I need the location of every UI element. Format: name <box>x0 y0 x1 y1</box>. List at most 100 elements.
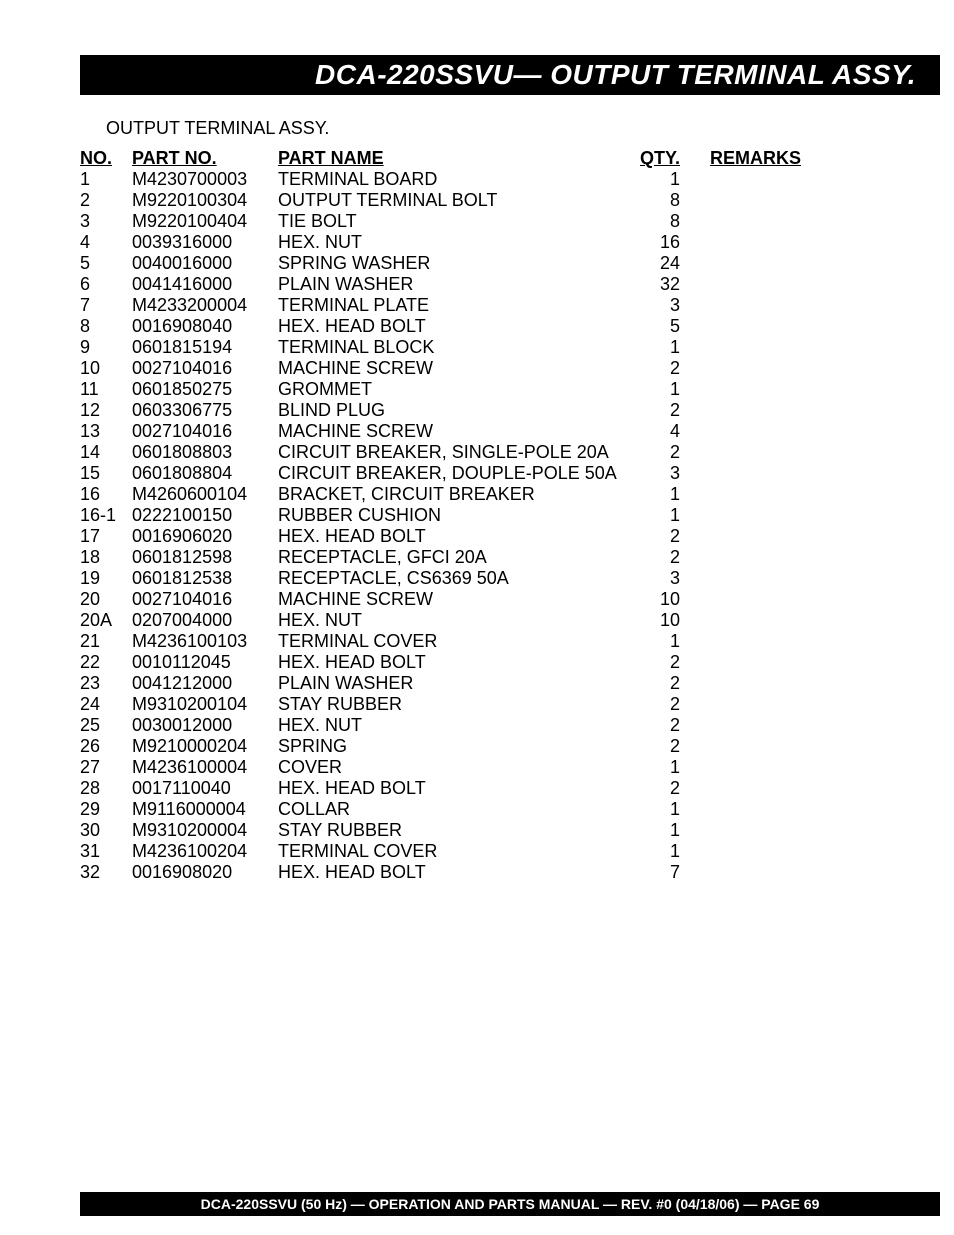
cell-no: 12 <box>80 400 132 421</box>
cell-no: 1 <box>80 169 132 190</box>
cell-no: 15 <box>80 463 132 484</box>
cell-name: TERMINAL BLOCK <box>278 337 638 358</box>
cell-qty: 2 <box>638 442 710 463</box>
section-title: OUTPUT TERMINAL ASSY. <box>106 118 329 139</box>
cell-qty: 4 <box>638 421 710 442</box>
cell-remarks <box>710 799 860 820</box>
cell-remarks <box>710 694 860 715</box>
cell-partno: M4233200004 <box>132 295 278 316</box>
table-row: 170016906020HEX. HEAD BOLT2 <box>80 526 860 547</box>
cell-no: 5 <box>80 253 132 274</box>
cell-no: 17 <box>80 526 132 547</box>
cell-no: 4 <box>80 232 132 253</box>
table-row: 60041416000PLAIN WASHER32 <box>80 274 860 295</box>
table-row: 190601812538RECEPTACLE, CS6369 50A3 <box>80 568 860 589</box>
cell-no: 2 <box>80 190 132 211</box>
cell-name: TIE BOLT <box>278 211 638 232</box>
cell-remarks <box>710 484 860 505</box>
cell-qty: 2 <box>638 526 710 547</box>
cell-qty: 1 <box>638 484 710 505</box>
cell-name: RUBBER CUSHION <box>278 505 638 526</box>
cell-no: 25 <box>80 715 132 736</box>
cell-name: HEX. HEAD BOLT <box>278 652 638 673</box>
table-row: 21M4236100103TERMINAL COVER1 <box>80 631 860 652</box>
cell-no: 16 <box>80 484 132 505</box>
cell-remarks <box>710 253 860 274</box>
cell-qty: 2 <box>638 358 710 379</box>
cell-partno: M9310200004 <box>132 820 278 841</box>
cell-remarks <box>710 505 860 526</box>
table-row: 320016908020HEX. HEAD BOLT7 <box>80 862 860 883</box>
cell-remarks <box>710 421 860 442</box>
footer-bar: DCA-220SSVU (50 Hz) — OPERATION AND PART… <box>80 1192 940 1216</box>
cell-partno: 0040016000 <box>132 253 278 274</box>
cell-partno: M4260600104 <box>132 484 278 505</box>
cell-name: SPRING <box>278 736 638 757</box>
table-row: 20A0207004000HEX. NUT10 <box>80 610 860 631</box>
cell-partno: 0207004000 <box>132 610 278 631</box>
cell-partno: 0601808803 <box>132 442 278 463</box>
cell-name: HEX. NUT <box>278 715 638 736</box>
cell-name: STAY RUBBER <box>278 820 638 841</box>
cell-name: COVER <box>278 757 638 778</box>
cell-no: 3 <box>80 211 132 232</box>
cell-no: 19 <box>80 568 132 589</box>
parts-table-wrap: NO. PART NO. PART NAME QTY. REMARKS 1 M42… <box>80 148 860 883</box>
cell-name: TERMINAL PLATE <box>278 295 638 316</box>
cell-no: 23 <box>80 673 132 694</box>
table-row: 24M9310200104STAY RUBBER2 <box>80 694 860 715</box>
cell-no: 29 <box>80 799 132 820</box>
table-header-row: NO. PART NO. PART NAME QTY. REMARKS <box>80 148 860 169</box>
table-row: 26M9210000204SPRING2 <box>80 736 860 757</box>
cell-name: HEX. NUT <box>278 610 638 631</box>
header-bar: DCA-220SSVU— OUTPUT TERMINAL ASSY. <box>80 55 940 95</box>
cell-partno: M4236100004 <box>132 757 278 778</box>
cell-no: 16-1 <box>80 505 132 526</box>
cell-no: 13 <box>80 421 132 442</box>
cell-name: COLLAR <box>278 799 638 820</box>
cell-no: 10 <box>80 358 132 379</box>
cell-name: HEX. NUT <box>278 232 638 253</box>
cell-no: 27 <box>80 757 132 778</box>
cell-qty: 2 <box>638 736 710 757</box>
cell-remarks <box>710 211 860 232</box>
cell-qty: 10 <box>638 589 710 610</box>
cell-no: 6 <box>80 274 132 295</box>
table-row: 7M4233200004TERMINAL PLATE3 <box>80 295 860 316</box>
table-row: 200027104016MACHINE SCREW10 <box>80 589 860 610</box>
table-row: 150601808804CIRCUIT BREAKER, DOUPLE-POLE… <box>80 463 860 484</box>
footer-text: DCA-220SSVU (50 Hz) — OPERATION AND PART… <box>201 1196 820 1212</box>
cell-qty: 2 <box>638 778 710 799</box>
cell-name: MACHINE SCREW <box>278 421 638 442</box>
cell-partno: 0039316000 <box>132 232 278 253</box>
cell-no: 11 <box>80 379 132 400</box>
table-row: 220010112045HEX. HEAD BOLT2 <box>80 652 860 673</box>
cell-qty: 1 <box>638 799 710 820</box>
table-row: 30M9310200004STAY RUBBER1 <box>80 820 860 841</box>
table-row: 2M9220100304OUTPUT TERMINAL BOLT8 <box>80 190 860 211</box>
cell-name: SPRING WASHER <box>278 253 638 274</box>
table-row: 180601812598RECEPTACLE, GFCI 20A2 <box>80 547 860 568</box>
table-row: 120603306775BLIND PLUG2 <box>80 400 860 421</box>
cell-partno: 0016908020 <box>132 862 278 883</box>
cell-name: BLIND PLUG <box>278 400 638 421</box>
cell-qty: 1 <box>638 820 710 841</box>
cell-partno: 0030012000 <box>132 715 278 736</box>
cell-partno: M9310200104 <box>132 694 278 715</box>
cell-name: HEX. HEAD BOLT <box>278 778 638 799</box>
col-header-name: PART NAME <box>278 148 638 169</box>
cell-no: 30 <box>80 820 132 841</box>
cell-partno: 0222100150 <box>132 505 278 526</box>
table-row: 40039316000HEX. NUT16 <box>80 232 860 253</box>
cell-remarks <box>710 631 860 652</box>
cell-qty: 1 <box>638 757 710 778</box>
cell-qty: 1 <box>638 337 710 358</box>
cell-remarks <box>710 568 860 589</box>
cell-name: TERMINAL BOARD <box>278 169 638 190</box>
cell-partno: 0017110040 <box>132 778 278 799</box>
cell-qty: 1 <box>638 631 710 652</box>
cell-no: 7 <box>80 295 132 316</box>
cell-qty: 7 <box>638 862 710 883</box>
table-row: 280017110040HEX. HEAD BOLT2 <box>80 778 860 799</box>
table-row: 250030012000HEX. NUT2 <box>80 715 860 736</box>
